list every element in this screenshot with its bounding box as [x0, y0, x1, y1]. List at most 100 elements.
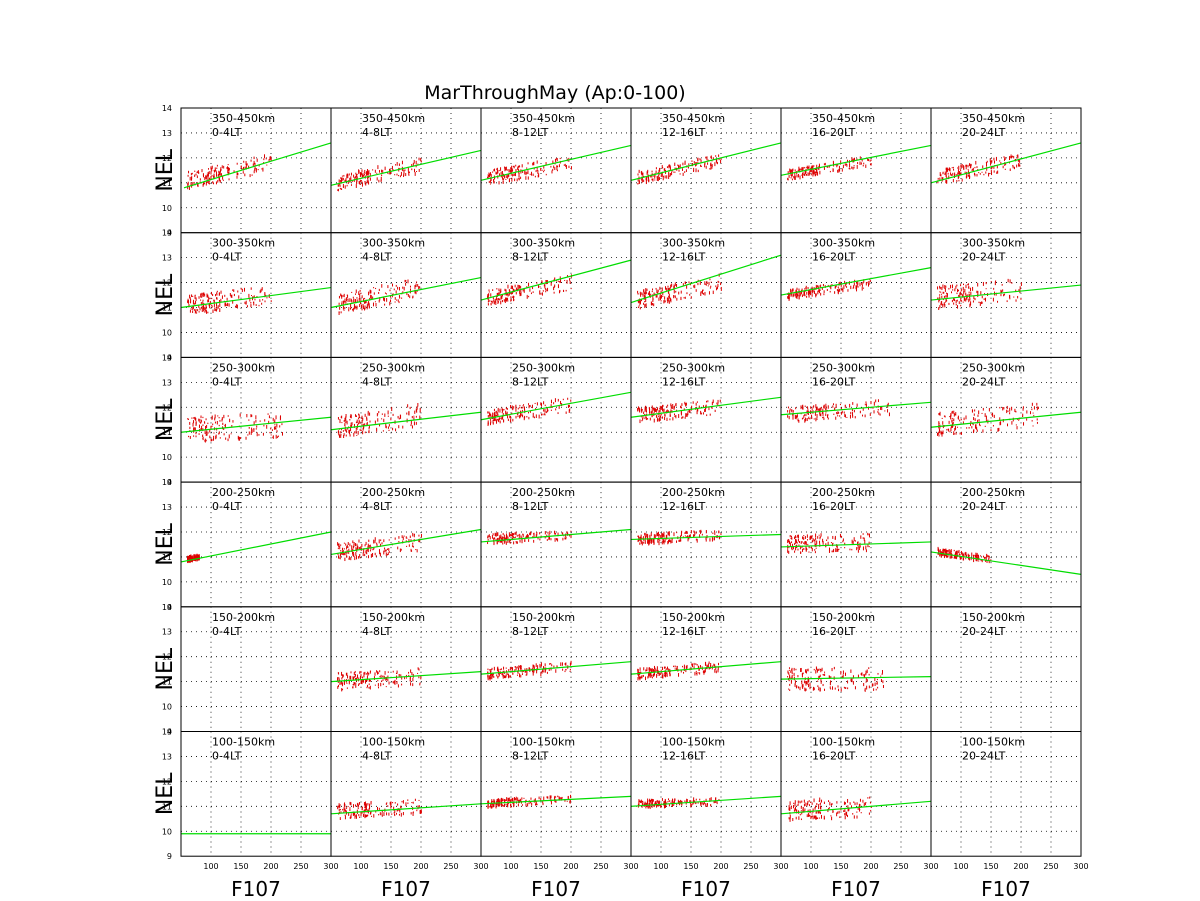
data-point [966, 298, 968, 301]
data-point [862, 408, 864, 411]
data-point [570, 288, 572, 290]
data-point [793, 672, 795, 677]
data-point [638, 180, 640, 184]
data-point [657, 417, 659, 421]
data-point [863, 673, 865, 677]
data-point [988, 172, 990, 177]
data-point [243, 166, 245, 171]
data-point [976, 554, 978, 558]
data-point [202, 436, 204, 441]
data-point [973, 417, 975, 421]
data-point [378, 411, 380, 414]
data-point [360, 674, 362, 677]
data-point [487, 668, 489, 671]
data-point [541, 403, 543, 407]
data-point [355, 415, 357, 417]
data-point [189, 557, 191, 562]
data-point [513, 296, 515, 298]
data-point [542, 290, 544, 292]
data-point [219, 437, 221, 439]
data-point [515, 164, 517, 167]
data-point [518, 166, 520, 168]
data-point [815, 294, 817, 296]
data-point [556, 538, 558, 541]
data-point [356, 419, 358, 424]
data-point [865, 673, 867, 676]
data-point [259, 299, 261, 301]
data-point [193, 416, 195, 419]
data-point [190, 172, 192, 176]
data-point [972, 423, 974, 426]
data-point [513, 406, 515, 409]
data-point [189, 426, 191, 430]
data-point [710, 663, 712, 667]
data-point [944, 285, 946, 289]
data-point [254, 168, 256, 171]
data-point [846, 286, 848, 288]
data-point [973, 554, 975, 557]
data-point [379, 423, 381, 427]
data-point [377, 418, 379, 422]
data-point [501, 175, 503, 177]
data-point [412, 545, 414, 548]
data-point [972, 286, 974, 291]
data-point [830, 680, 832, 683]
data-point [644, 532, 646, 536]
data-point [206, 424, 208, 429]
data-point [706, 400, 708, 403]
data-point [698, 405, 700, 409]
data-point [819, 411, 821, 415]
data-point [207, 431, 209, 434]
data-point [830, 688, 832, 690]
local-time-label: 4-8LT [362, 500, 392, 513]
data-point [1007, 423, 1009, 427]
data-point [969, 297, 971, 301]
data-point [818, 675, 820, 678]
data-point [569, 280, 571, 284]
data-point [194, 295, 196, 299]
data-point [650, 301, 652, 306]
data-point [415, 549, 417, 551]
data-point [864, 414, 866, 418]
data-point [520, 292, 522, 295]
data-point [864, 540, 866, 544]
data-point [942, 548, 944, 552]
data-point [369, 685, 371, 690]
data-point [672, 404, 674, 407]
data-point [210, 438, 212, 440]
data-point [680, 532, 682, 537]
data-point [954, 427, 956, 432]
local-time-label: 4-8LT [362, 126, 392, 139]
data-point [418, 169, 420, 172]
data-point [850, 285, 852, 290]
data-point [948, 420, 950, 424]
data-point [669, 672, 671, 677]
data-point [238, 295, 240, 299]
data-point [381, 418, 383, 420]
data-point [788, 688, 790, 690]
data-point [807, 678, 809, 683]
data-point [392, 293, 394, 295]
data-point [978, 560, 980, 562]
altitude-label: 100-150km [212, 736, 275, 749]
fit-line [930, 551, 1082, 575]
data-point [661, 405, 663, 410]
data-point [525, 171, 527, 176]
data-point [408, 174, 410, 176]
data-point [356, 543, 358, 547]
data-point [1004, 156, 1006, 160]
data-point [695, 670, 697, 673]
altitude-label: 300-350km [512, 237, 575, 250]
data-point [189, 294, 191, 299]
data-point [364, 431, 366, 434]
data-point [255, 428, 257, 430]
data-point [367, 684, 369, 688]
data-point [378, 291, 380, 294]
data-point [857, 541, 859, 544]
data-point [221, 165, 223, 169]
data-point [812, 687, 814, 691]
data-point [661, 165, 663, 169]
data-point [387, 285, 389, 289]
data-point [809, 289, 811, 292]
data-point [205, 304, 207, 307]
